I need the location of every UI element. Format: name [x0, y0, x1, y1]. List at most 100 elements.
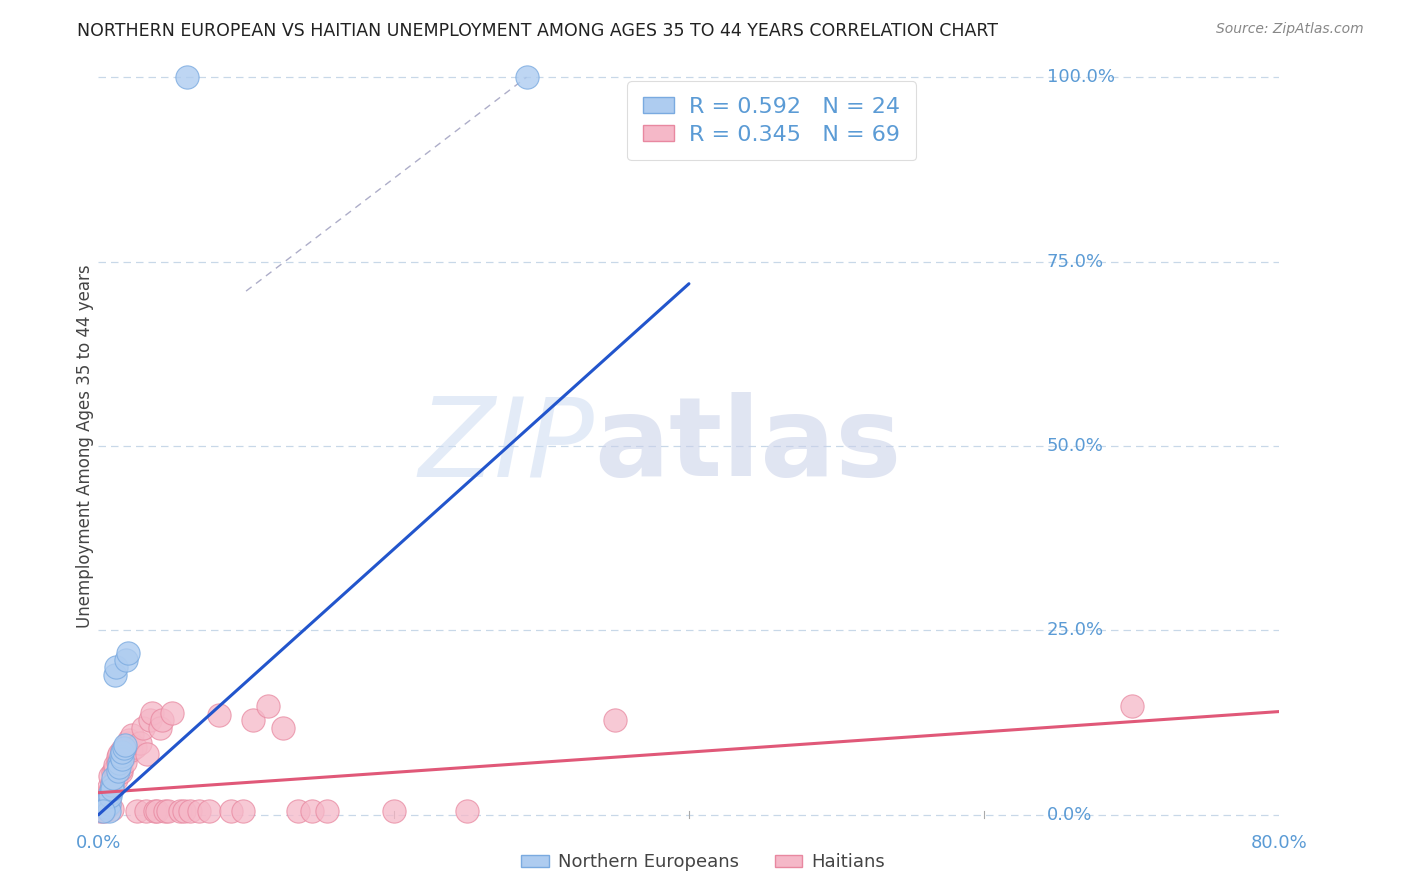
Point: [179, 804, 201, 818]
Point: [90, 802, 112, 816]
Legend: R = 0.592   N = 24, R = 0.345   N = 69: R = 0.592 N = 24, R = 0.345 N = 69: [627, 81, 915, 160]
Point: [96, 795, 118, 809]
Text: NORTHERN EUROPEAN VS HAITIAN UNEMPLOYMENT AMONG AGES 35 TO 44 YEARS CORRELATION : NORTHERN EUROPEAN VS HAITIAN UNEMPLOYMEN…: [77, 22, 998, 40]
Point: [187, 804, 209, 818]
Point: [104, 757, 127, 772]
Point: [111, 743, 134, 757]
Point: [98, 789, 121, 804]
Point: [257, 698, 280, 713]
Point: [103, 771, 125, 785]
Point: [93, 804, 115, 818]
Point: [114, 755, 136, 769]
Point: [105, 772, 128, 787]
Point: [121, 728, 143, 742]
Point: [149, 721, 172, 735]
Point: [107, 750, 129, 764]
Point: [139, 714, 162, 728]
Text: atlas: atlas: [595, 392, 901, 500]
Point: [173, 804, 195, 818]
Point: [117, 735, 139, 749]
Point: [105, 769, 128, 783]
Point: [162, 706, 183, 720]
Point: [143, 804, 166, 818]
Point: [287, 804, 309, 818]
Point: [107, 755, 129, 769]
Point: [153, 804, 176, 818]
Point: [103, 765, 125, 780]
Point: [105, 660, 128, 674]
Point: [93, 800, 115, 814]
Text: 50.0%: 50.0%: [1047, 437, 1104, 455]
Point: [516, 70, 538, 85]
Point: [132, 721, 155, 735]
Point: [242, 714, 264, 728]
Point: [94, 800, 117, 814]
Point: [97, 804, 120, 818]
Point: [110, 762, 132, 776]
Point: [94, 791, 117, 805]
Point: [96, 793, 118, 807]
Legend: Northern Europeans, Haitians: Northern Europeans, Haitians: [515, 847, 891, 879]
Point: [100, 782, 122, 797]
Point: [104, 667, 127, 681]
Point: [271, 721, 294, 735]
Text: 0.0%: 0.0%: [1047, 805, 1092, 824]
Point: [112, 741, 135, 756]
Point: [110, 748, 132, 763]
Point: [124, 739, 146, 754]
Point: [111, 752, 134, 766]
Point: [128, 735, 150, 749]
Point: [94, 799, 117, 814]
Text: 75.0%: 75.0%: [1047, 252, 1104, 270]
Point: [111, 745, 134, 759]
Point: [156, 804, 179, 818]
Point: [232, 804, 254, 818]
Point: [97, 791, 120, 805]
Point: [115, 739, 138, 754]
Point: [150, 714, 173, 728]
Point: [146, 804, 169, 818]
Text: 100.0%: 100.0%: [1047, 68, 1115, 87]
Point: [141, 706, 163, 720]
Point: [198, 804, 221, 818]
Point: [1121, 698, 1143, 713]
Point: [91, 795, 114, 809]
Point: [98, 786, 121, 800]
Point: [457, 804, 479, 818]
Point: [100, 778, 122, 792]
Y-axis label: Unemployment Among Ages 35 to 44 years: Unemployment Among Ages 35 to 44 years: [76, 264, 94, 628]
Point: [100, 802, 122, 816]
Text: Source: ZipAtlas.com: Source: ZipAtlas.com: [1216, 22, 1364, 37]
Point: [114, 738, 136, 752]
Point: [221, 804, 243, 818]
Point: [169, 804, 191, 818]
Point: [118, 732, 141, 747]
Point: [316, 804, 339, 818]
Point: [125, 804, 148, 818]
Point: [98, 784, 121, 798]
Point: [96, 787, 118, 801]
Point: [208, 708, 231, 723]
Point: [97, 797, 120, 811]
Point: [91, 799, 114, 814]
Point: [89, 804, 111, 818]
Point: [110, 765, 132, 780]
Point: [104, 762, 127, 776]
Point: [108, 747, 131, 762]
Point: [98, 769, 121, 783]
Point: [135, 804, 157, 818]
Point: [382, 804, 405, 818]
Point: [136, 747, 159, 762]
Point: [100, 777, 122, 791]
Point: [605, 714, 627, 728]
Point: [97, 780, 120, 794]
Text: 25.0%: 25.0%: [1047, 622, 1104, 640]
Point: [111, 747, 134, 762]
Point: [97, 799, 120, 814]
Point: [91, 804, 114, 818]
Point: [120, 743, 142, 757]
Point: [115, 653, 138, 667]
Point: [108, 756, 131, 771]
Text: ZIP: ZIP: [419, 392, 595, 500]
Point: [301, 804, 323, 818]
